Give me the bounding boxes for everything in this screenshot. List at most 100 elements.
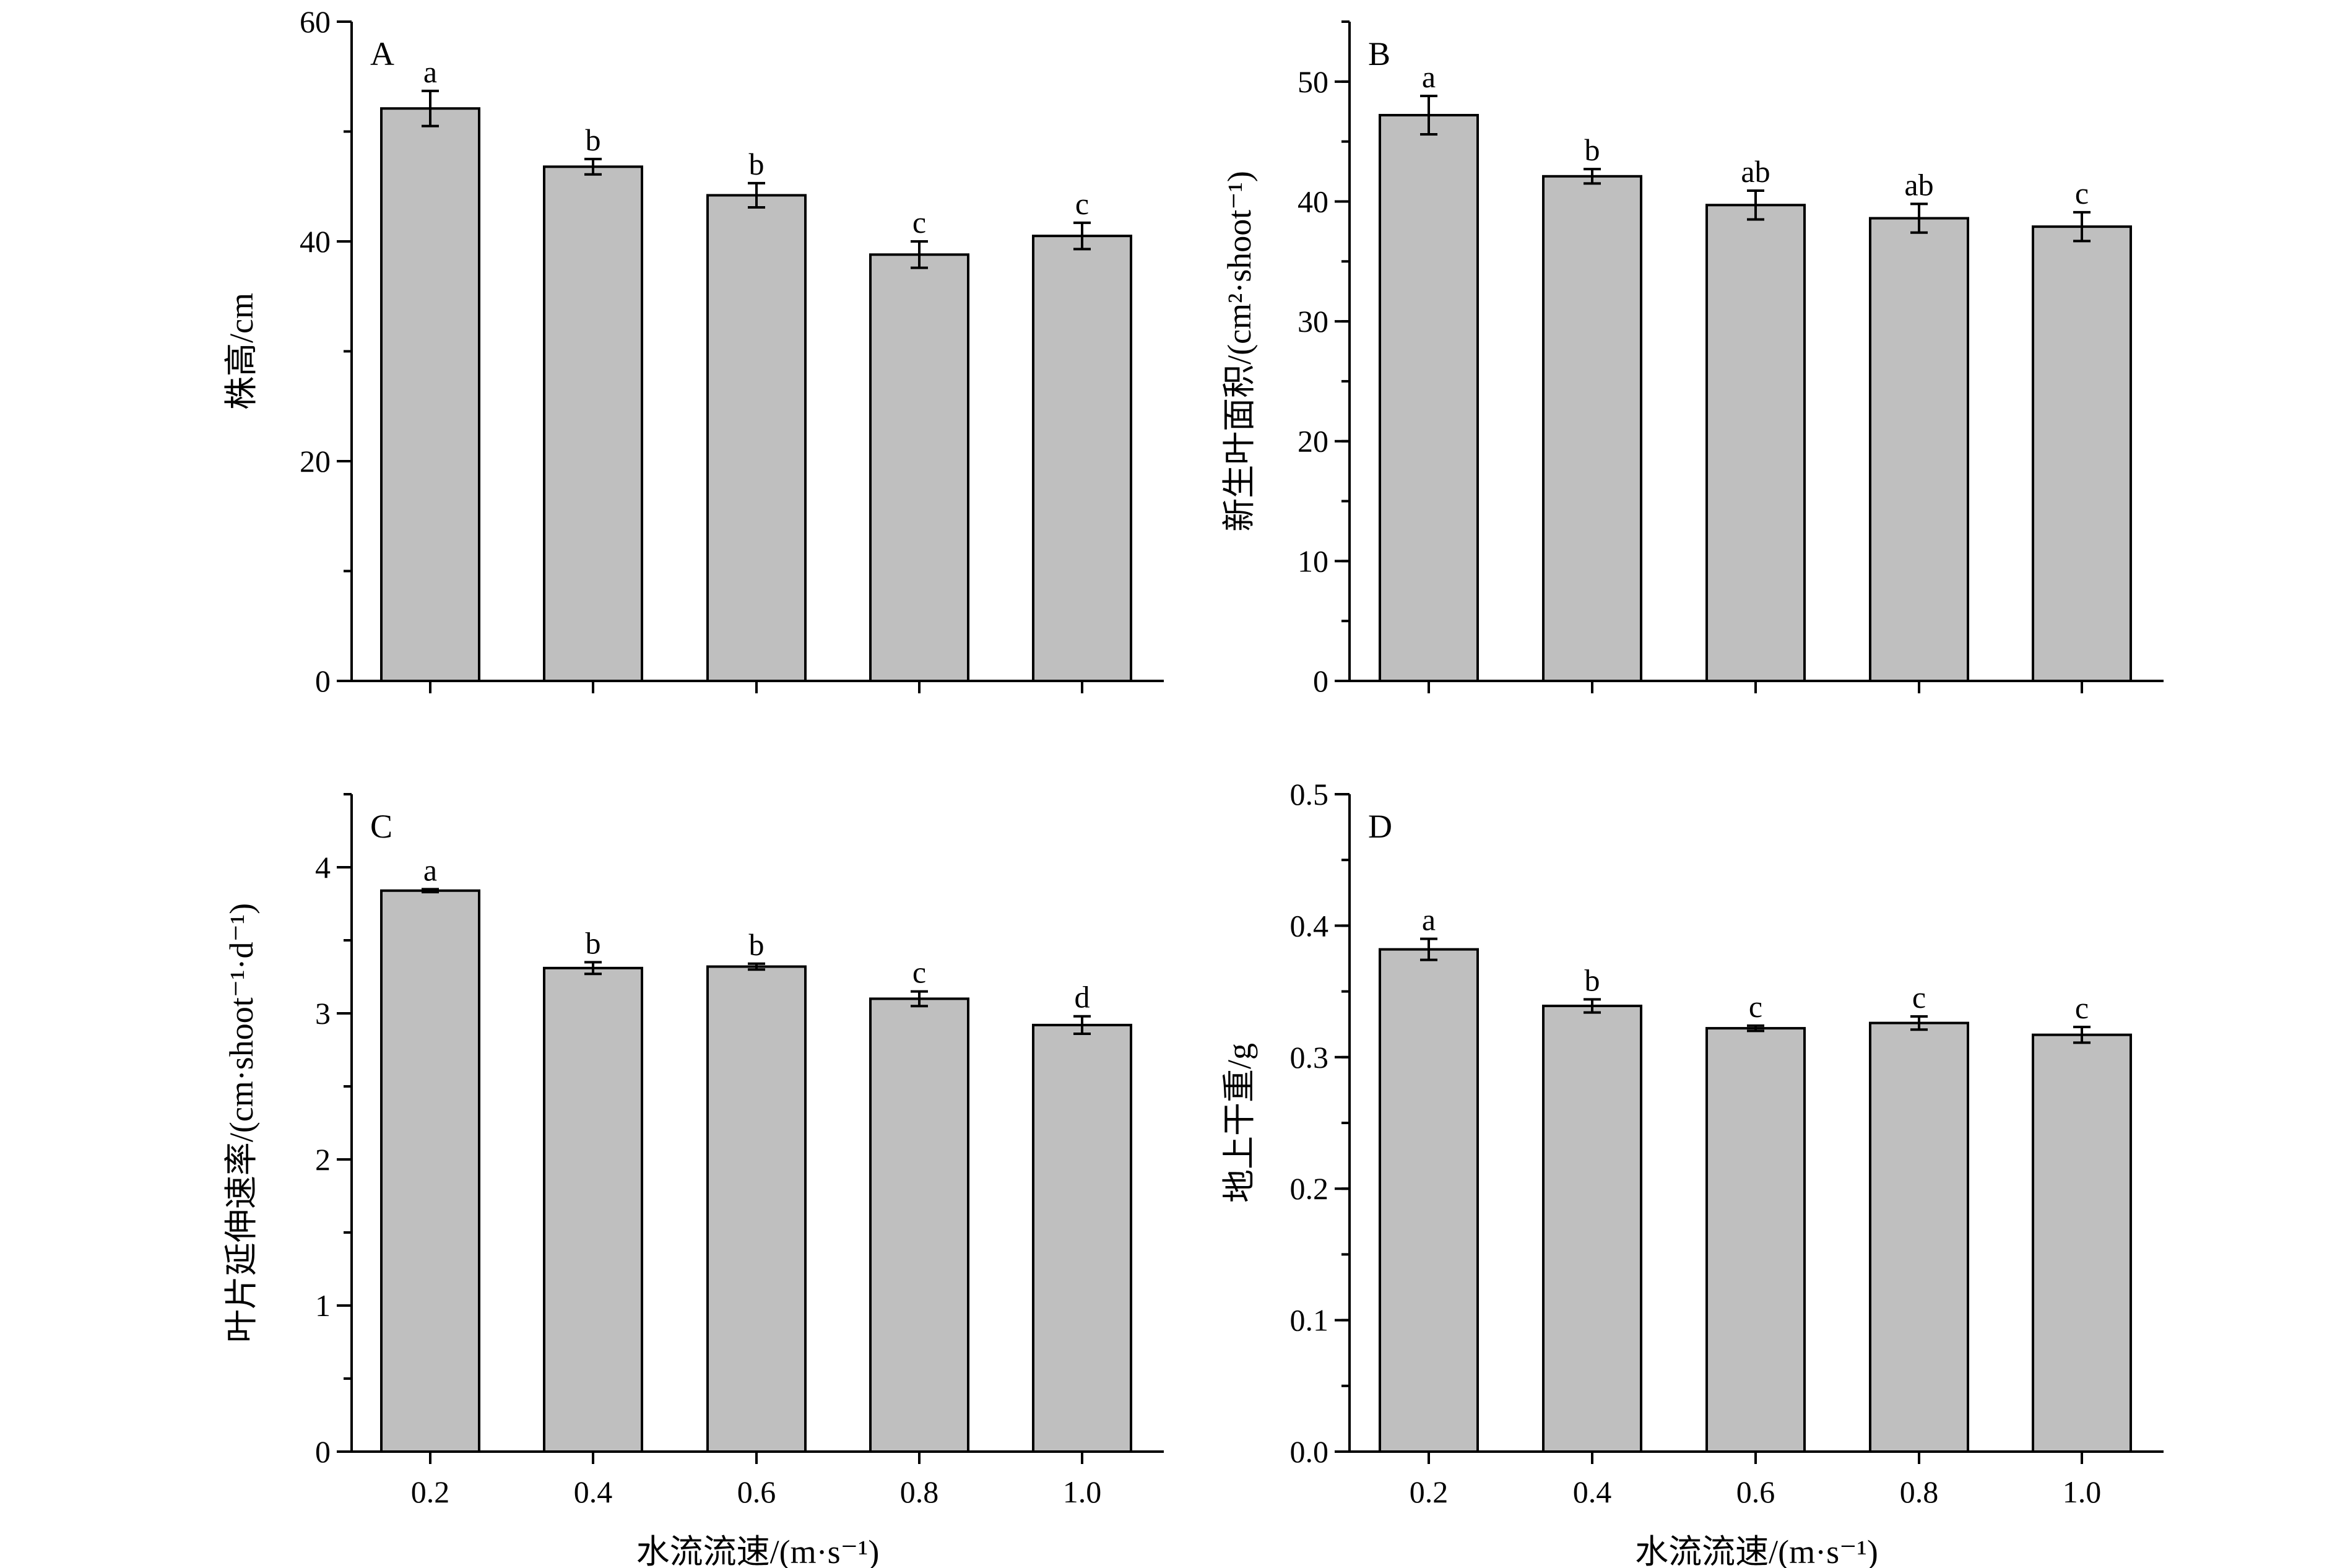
- x-tick-label: 1.0: [2063, 1475, 2102, 1509]
- y-tick-label: 40: [300, 224, 331, 259]
- error-bar: [584, 157, 602, 176]
- error-bar: [1747, 1024, 1764, 1033]
- y-axis-label: 新生叶面积/(cm²·shoot⁻¹): [1221, 171, 1258, 532]
- error-bar: [1910, 1015, 1928, 1031]
- significance-letter: c: [1075, 186, 1089, 221]
- bar-0.8: [1869, 217, 1969, 682]
- significance-letter: b: [749, 927, 765, 962]
- panel-label: C: [370, 808, 392, 845]
- bar-1.0: [1032, 235, 1132, 682]
- significance-letter: ab: [1904, 167, 1933, 202]
- significance-letter: a: [1422, 903, 1436, 937]
- bar-0.4: [543, 966, 643, 1453]
- significance-letter: c: [912, 955, 926, 990]
- y-tick-label: 1: [315, 1288, 331, 1323]
- bar-0.6: [706, 965, 807, 1453]
- x-axis-label: 水流流速/(m·s⁻¹): [636, 1533, 880, 1568]
- error-bar: [1584, 998, 1601, 1014]
- y-axis-label: 地上干重/g: [1221, 1043, 1258, 1203]
- significance-letter: b: [586, 925, 601, 960]
- bar-0.6: [706, 194, 807, 682]
- bar-0.4: [1542, 175, 1642, 683]
- y-tick-label: 0.2: [1290, 1171, 1329, 1206]
- error-bar: [911, 990, 928, 1008]
- x-tick-label: 0.6: [1736, 1475, 1775, 1509]
- x-tick-label: 0.6: [737, 1475, 776, 1509]
- error-bar: [1420, 95, 1437, 136]
- y-tick-label: 0.0: [1290, 1434, 1329, 1469]
- error-bar: [1910, 202, 1928, 234]
- y-tick-label: 30: [1298, 304, 1328, 339]
- error-bar: [1747, 189, 1764, 221]
- x-tick-label: 0.4: [1573, 1475, 1612, 1509]
- y-tick-label: 20: [1298, 424, 1328, 459]
- bar-0.8: [1869, 1021, 1969, 1453]
- bar-0.2: [1379, 948, 1479, 1453]
- y-tick-label: 0: [315, 1434, 331, 1469]
- bar-0.8: [869, 253, 969, 682]
- y-tick-label: 0: [1313, 664, 1328, 698]
- x-tick-label: 0.4: [574, 1475, 613, 1509]
- error-bar: [422, 888, 439, 894]
- y-tick-label: 0.5: [1290, 777, 1329, 812]
- y-tick-label: 60: [300, 4, 331, 39]
- x-axis-label: 水流流速/(m·s⁻¹): [1635, 1533, 1878, 1568]
- significance-letter: a: [423, 54, 437, 89]
- bar-0.6: [1705, 1027, 1806, 1453]
- y-tick-label: 0.3: [1290, 1040, 1329, 1075]
- significance-letter: a: [1422, 59, 1436, 94]
- bar-1.0: [2032, 1033, 2132, 1453]
- significance-letter: b: [749, 147, 765, 181]
- y-tick-label: 2: [315, 1142, 331, 1177]
- bar-0.8: [869, 997, 969, 1453]
- y-tick-label: 0: [315, 664, 331, 698]
- x-tick-label: 0.8: [1900, 1475, 1939, 1509]
- x-tick-label: 0.2: [1410, 1475, 1449, 1509]
- y-tick-label: 0.1: [1290, 1303, 1329, 1338]
- panel-a: a b b c c 0 20 40 60 A 株高/cm: [223, 4, 1164, 698]
- panel-label: D: [1368, 808, 1392, 845]
- bar-0.2: [380, 107, 480, 683]
- panel-label: A: [370, 35, 394, 72]
- significance-letter: b: [586, 123, 601, 157]
- significance-letter: ab: [1741, 154, 1770, 189]
- bar-0.2: [1379, 114, 1479, 682]
- y-axis-label: 株高/cm: [223, 293, 260, 410]
- significance-letter: c: [912, 205, 926, 240]
- bar-0.4: [543, 165, 643, 682]
- y-axis-label: 叶片延伸速率/(cm·shoot⁻¹·d⁻¹): [223, 903, 260, 1343]
- y-tick-label: 3: [315, 996, 331, 1031]
- y-tick-label: 50: [1298, 64, 1328, 99]
- panel-label: B: [1368, 35, 1390, 72]
- panel-d: a b c c c 0.0 0.1 0.2 0.3 0.4 0.5 0.2 0.4 0.6 0.8 1.0 D 地…: [1221, 777, 2164, 1568]
- bar-0.4: [1542, 1004, 1642, 1453]
- error-bar: [422, 89, 439, 128]
- significance-letter: d: [1075, 980, 1090, 1015]
- significance-letter: b: [1585, 963, 1600, 997]
- error-bar: [1584, 168, 1601, 185]
- bar-1.0: [1032, 1023, 1132, 1453]
- bar-1.0: [2032, 225, 2132, 683]
- significance-letter: c: [2075, 176, 2089, 210]
- significance-letter: c: [1912, 980, 1926, 1015]
- x-tick-label: 0.8: [900, 1475, 939, 1509]
- bar-0.2: [380, 889, 480, 1453]
- x-tick-label: 0.2: [411, 1475, 450, 1509]
- error-bar: [1073, 1015, 1091, 1036]
- error-bar: [911, 240, 928, 269]
- y-tick-label: 10: [1298, 544, 1328, 578]
- error-bar: [2073, 210, 2091, 243]
- bar-0.6: [1705, 204, 1806, 683]
- error-bar: [584, 961, 602, 976]
- error-bar: [2073, 1025, 2091, 1044]
- error-bar: [748, 962, 765, 971]
- y-tick-label: 40: [1298, 184, 1328, 219]
- significance-letter: b: [1585, 132, 1600, 167]
- error-bar: [1420, 937, 1437, 961]
- panel-c: a b b c d 0 1 2 3 4 0.2 0.4 0.6 0.8 1.0 C 叶片延伸速率/(cm·sho…: [223, 793, 1164, 1568]
- y-tick-label: 0.4: [1290, 908, 1329, 943]
- significance-letter: c: [1749, 989, 1762, 1024]
- error-bar: [1073, 221, 1091, 251]
